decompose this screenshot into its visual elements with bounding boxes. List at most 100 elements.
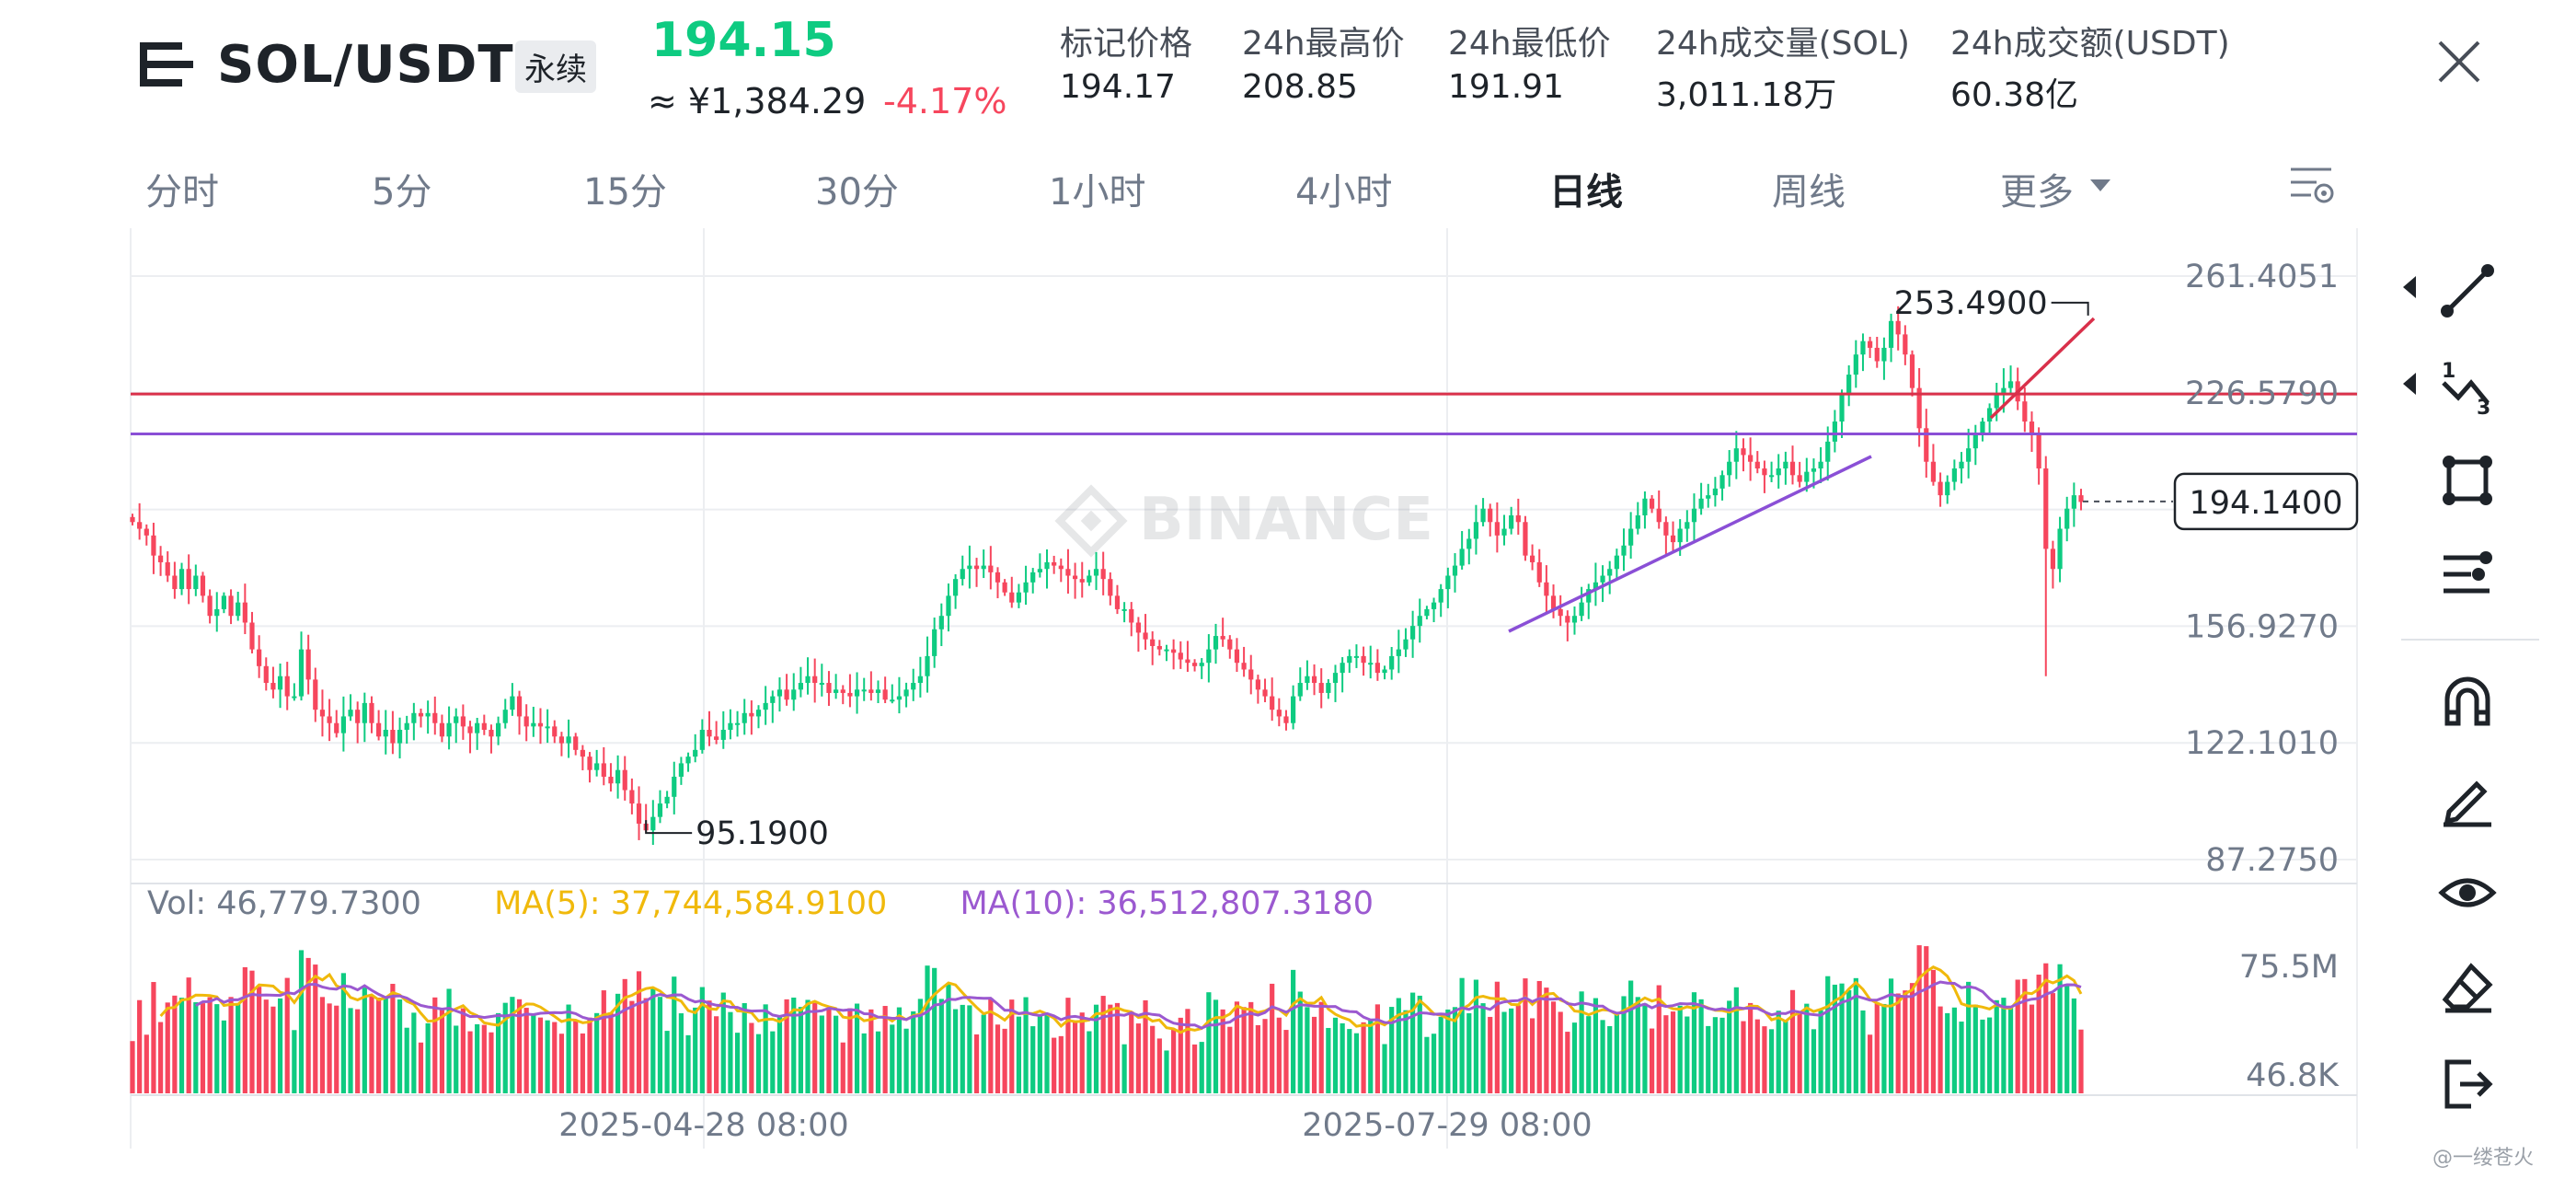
volume-bar xyxy=(1135,1023,1142,1093)
volume-bar xyxy=(988,998,994,1093)
tab-30m[interactable]: 30分 xyxy=(815,171,899,214)
volume-bar xyxy=(1670,1011,1676,1093)
tab-timeline[interactable]: 分时 xyxy=(145,171,219,214)
trend-line-icon[interactable] xyxy=(2438,261,2497,320)
tab-1h[interactable]: 1小时 xyxy=(1049,171,1146,214)
volume-bar xyxy=(1305,1007,1310,1093)
volume-bar xyxy=(1368,1020,1374,1093)
volume-bar xyxy=(784,999,789,1093)
pencil-icon[interactable] xyxy=(2438,769,2497,828)
candle-body xyxy=(587,756,592,770)
volume-bar xyxy=(1945,1012,1950,1093)
candle-body xyxy=(1586,589,1592,603)
candle-body xyxy=(340,716,346,733)
volume-bar xyxy=(1121,1044,1127,1093)
candle-body xyxy=(1452,565,1458,576)
volume-bar xyxy=(1445,1009,1451,1093)
eraser-icon[interactable] xyxy=(2438,957,2497,1016)
menu-logo-icon[interactable] xyxy=(140,39,193,90)
volume-bar xyxy=(1291,969,1296,1093)
volume-bar xyxy=(1853,977,1858,1093)
volume-bar xyxy=(305,957,311,1093)
volume-bar xyxy=(594,1012,600,1093)
volume-bar xyxy=(1515,1005,1521,1093)
tab-5m[interactable]: 5分 xyxy=(372,171,432,214)
volume-bar xyxy=(228,997,234,1093)
volume-bar xyxy=(728,1011,733,1093)
candle-body xyxy=(1789,461,1796,476)
volume-bar xyxy=(1768,1029,1775,1093)
tab-15m[interactable]: 15分 xyxy=(583,171,667,214)
candle-body xyxy=(1424,608,1430,617)
volume-bar xyxy=(1037,1015,1042,1093)
candle-body xyxy=(784,689,789,700)
volume-bar xyxy=(1719,1017,1725,1093)
volume-bar xyxy=(601,990,606,1093)
candle-body xyxy=(1297,683,1303,697)
fibonacci-icon[interactable]: 1 3 xyxy=(2438,357,2497,416)
volume-bar xyxy=(981,1014,986,1093)
chevron-down-icon[interactable] xyxy=(2090,179,2110,191)
volume-bar xyxy=(425,1022,431,1093)
volume-bar xyxy=(313,964,318,1093)
volume-bar xyxy=(510,997,515,1093)
volume-bar xyxy=(1727,1000,1732,1093)
candle-body xyxy=(1305,676,1310,684)
chart-settings-icon[interactable] xyxy=(2289,162,2335,208)
shape-rect-icon[interactable] xyxy=(2438,451,2497,510)
magnet-icon[interactable] xyxy=(2438,672,2497,731)
candle-body xyxy=(1951,468,1957,482)
volume-bar xyxy=(875,1031,881,1093)
volume-bar xyxy=(1199,1042,1204,1093)
tab-1d[interactable]: 日线 xyxy=(1549,171,1623,214)
tab-1w[interactable]: 周线 xyxy=(1772,171,1846,214)
volume-bar xyxy=(172,995,178,1093)
pair-title[interactable]: SOL/USDT xyxy=(217,35,514,95)
volume-bar xyxy=(537,1017,544,1093)
candles xyxy=(130,306,2084,846)
volume-bar xyxy=(1868,1034,1873,1093)
volume-bar xyxy=(657,997,663,1093)
candle-body xyxy=(1994,394,1999,409)
volume-bar xyxy=(552,1022,558,1093)
volume-bar xyxy=(1255,1024,1260,1093)
tab-4h[interactable]: 4小时 xyxy=(1295,171,1393,214)
candle-body xyxy=(1361,655,1366,664)
candle-body xyxy=(2001,387,2007,395)
volume-bar xyxy=(2007,1007,2014,1093)
volume-bar xyxy=(1628,980,1634,1093)
candle-body xyxy=(1410,626,1416,640)
candle-body xyxy=(481,722,487,731)
volume-bar xyxy=(890,1024,895,1093)
price-tick-label: 122.1010 xyxy=(2185,725,2339,762)
stat-high-label: 24h最高价 xyxy=(1242,25,1405,63)
candle-body xyxy=(489,730,494,737)
indicator-icon[interactable] xyxy=(2438,545,2497,604)
candle-body xyxy=(2071,495,2076,509)
candle-body xyxy=(1044,561,1050,570)
candle-body xyxy=(734,722,741,725)
exit-icon[interactable] xyxy=(2438,1055,2497,1114)
volume-bar xyxy=(946,983,951,1093)
volume-bar xyxy=(973,1034,980,1093)
candle-body xyxy=(1839,394,1845,422)
candle-body xyxy=(720,730,726,740)
volume-tick-label: 46.8K xyxy=(2246,1057,2340,1094)
expand-arrow-icon[interactable] xyxy=(2403,373,2416,395)
candle-body xyxy=(1959,461,1964,469)
candle-body xyxy=(2043,468,2049,549)
candle-body xyxy=(594,763,600,770)
volume-bar xyxy=(967,1005,972,1093)
close-icon[interactable] xyxy=(2434,37,2484,87)
volume-bar xyxy=(1846,989,1852,1093)
trend-line-red xyxy=(1989,317,2096,420)
candle-body xyxy=(425,712,431,717)
candle-body xyxy=(657,803,663,817)
tab-more[interactable]: 更多 xyxy=(2000,171,2074,214)
eye-icon[interactable] xyxy=(2438,863,2497,922)
volume-bar xyxy=(1565,1032,1570,1093)
volume-bar xyxy=(1108,1004,1113,1093)
candle-body xyxy=(193,575,199,590)
expand-arrow-icon[interactable] xyxy=(2403,276,2416,298)
